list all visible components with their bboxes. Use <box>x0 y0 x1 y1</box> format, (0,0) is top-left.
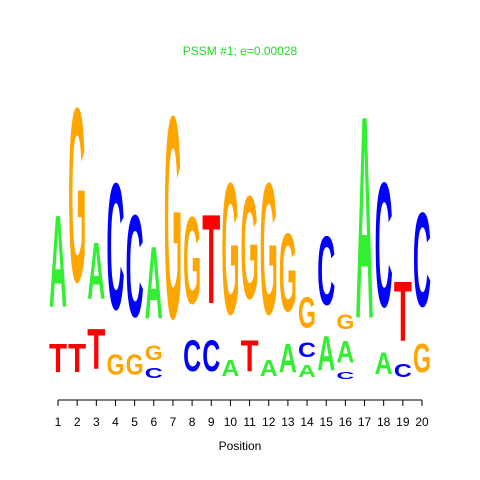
logo-letter: C <box>317 217 335 327</box>
logo-letter: T <box>202 187 220 330</box>
logo-letter: A <box>49 189 67 336</box>
logo-letter: T <box>394 264 412 360</box>
logo-letter: A <box>356 55 374 379</box>
logo-letter: G <box>298 290 316 337</box>
logo-letter: G <box>126 348 144 381</box>
x-tick-label: 3 <box>93 415 100 429</box>
logo-letter: T <box>49 336 67 382</box>
logo-letter: A <box>317 327 335 381</box>
logo-letter: G <box>336 310 354 334</box>
x-tick-label: 19 <box>396 415 410 429</box>
logo-letter: A <box>145 224 163 339</box>
x-tick-label: 13 <box>281 415 295 429</box>
logo-letter: C <box>298 337 316 361</box>
logo-letter: A <box>298 362 316 381</box>
logo-letter: C <box>394 360 412 381</box>
x-tick-label: 4 <box>112 415 119 429</box>
logo-letter: C <box>413 185 431 335</box>
x-tick-label: 7 <box>170 415 177 429</box>
x-tick-label: 9 <box>208 415 215 429</box>
logo-letter: G <box>164 57 182 380</box>
x-tick-label: 8 <box>189 415 196 429</box>
x-tick-label: 15 <box>320 415 334 429</box>
x-tick-label: 1 <box>55 415 62 429</box>
logo-letter: G <box>241 166 259 331</box>
logo-letter: C <box>183 330 201 381</box>
logo-letter: G <box>106 348 124 381</box>
logo-letter: C <box>126 185 144 348</box>
x-tick-label: 11 <box>243 415 256 429</box>
logo-letter: G <box>145 341 163 365</box>
logo-letter: T <box>68 336 86 382</box>
logo-letter: G <box>183 191 201 330</box>
x-tick-label: 2 <box>74 415 81 429</box>
x-tick-label: 17 <box>358 415 372 429</box>
logo-letter: G <box>221 145 239 354</box>
x-tick-label: 5 <box>131 415 138 429</box>
logo-letter: A <box>336 335 354 371</box>
logo-letter: C <box>106 146 124 348</box>
x-tick-label: 6 <box>150 415 157 429</box>
logo-letter: A <box>279 337 297 382</box>
logo-letter: C <box>202 330 220 381</box>
logo-letter: A <box>375 346 393 382</box>
logo-letter: T <box>241 332 259 382</box>
logo-letter: G <box>68 57 86 334</box>
x-tick-label: 10 <box>224 415 238 429</box>
logo-letter: A <box>87 225 105 316</box>
x-tick-label: 20 <box>415 415 429 429</box>
logo-letter: G <box>260 145 278 354</box>
chart-title: PSSM #1; e=0.00028 <box>183 44 298 58</box>
logo-letter: C <box>145 366 163 382</box>
logo-letter: A <box>260 356 278 382</box>
x-tick-label: 18 <box>377 415 391 429</box>
logo-letter: G <box>279 211 297 336</box>
logo-letter: G <box>413 335 431 380</box>
x-tick-label: 16 <box>339 415 353 429</box>
logo-letter: T <box>87 315 105 381</box>
x-tick-label: 14 <box>300 415 314 429</box>
logo-letter: C <box>375 145 393 344</box>
logo-letter: C <box>336 370 354 381</box>
logo-letter: A <box>221 356 239 382</box>
x-axis-label: Position <box>219 439 262 453</box>
x-tick-label: 12 <box>262 415 276 429</box>
